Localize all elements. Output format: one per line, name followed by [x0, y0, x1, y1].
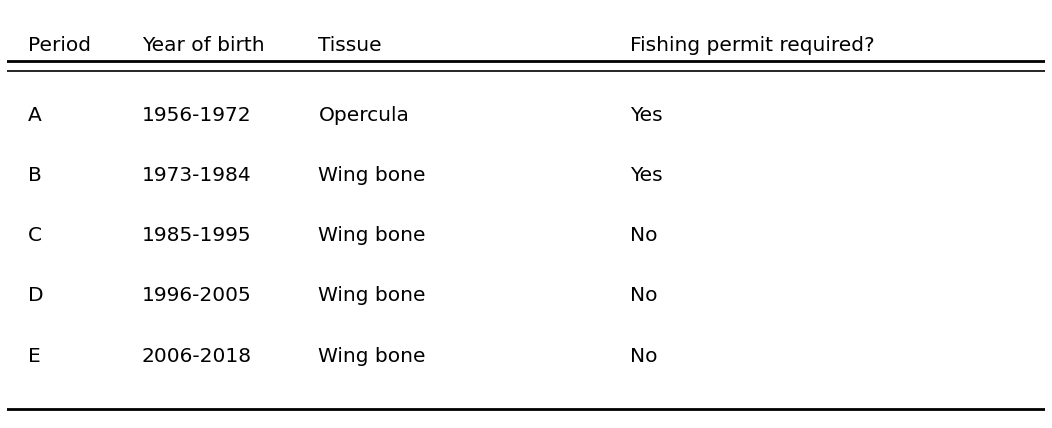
Text: Opercula: Opercula [319, 106, 409, 125]
Text: 1956-1972: 1956-1972 [142, 106, 251, 125]
Text: Year of birth: Year of birth [142, 36, 264, 55]
Text: B: B [27, 166, 41, 185]
Text: 2006-2018: 2006-2018 [142, 347, 252, 366]
Text: Tissue: Tissue [319, 36, 382, 55]
Text: No: No [630, 226, 658, 245]
Text: 1973-1984: 1973-1984 [142, 166, 251, 185]
Text: Fishing permit required?: Fishing permit required? [630, 36, 874, 55]
Text: Yes: Yes [630, 166, 663, 185]
Text: Period: Period [27, 36, 90, 55]
Text: C: C [27, 226, 42, 245]
Text: D: D [27, 286, 43, 306]
Text: Wing bone: Wing bone [319, 286, 426, 306]
Text: A: A [27, 106, 41, 125]
Text: No: No [630, 286, 658, 306]
Text: Wing bone: Wing bone [319, 166, 426, 185]
Text: 1985-1995: 1985-1995 [142, 226, 251, 245]
Text: 1996-2005: 1996-2005 [142, 286, 251, 306]
Text: Yes: Yes [630, 106, 663, 125]
Text: Wing bone: Wing bone [319, 226, 426, 245]
Text: No: No [630, 347, 658, 366]
Text: E: E [27, 347, 40, 366]
Text: Wing bone: Wing bone [319, 347, 426, 366]
